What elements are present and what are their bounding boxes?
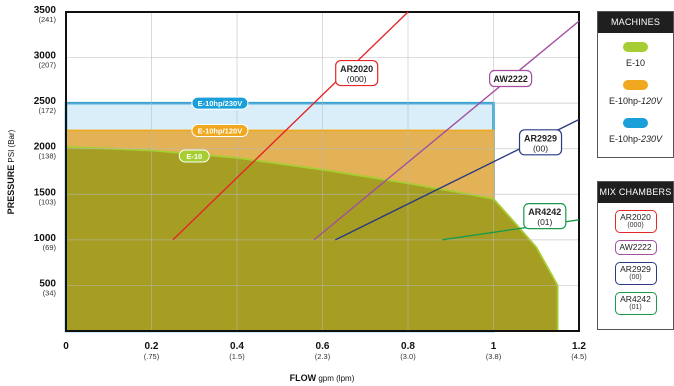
y-tick-sublabel: (69) <box>43 243 57 252</box>
series-label-box <box>489 69 533 88</box>
series-label-box <box>335 59 379 87</box>
series-label-aw2222: AW2222 <box>489 69 533 88</box>
legend-label: E-10hp- <box>608 96 641 106</box>
y-tick-sublabel: (241) <box>38 15 56 24</box>
legend-code: (00) <box>629 274 642 281</box>
machines-legend-item: E-10hp-230V <box>598 118 673 147</box>
y-tick-label: 500 <box>39 278 56 289</box>
series-label-code: (000) <box>347 74 367 84</box>
machine-label-pill <box>191 123 249 137</box>
x-tick-sublabel: (3.8) <box>486 352 502 361</box>
y-tick-label: 3500 <box>34 5 57 16</box>
series-label-ar2020: AR2020(000) <box>335 59 379 87</box>
series-label-code: (00) <box>533 143 548 153</box>
series-label-name: AR2929 <box>524 133 557 143</box>
machines-legend-item: E-10 <box>598 42 673 71</box>
legend-label: AR2929 <box>620 264 651 274</box>
legend-label: AW2222 <box>619 242 652 252</box>
x-tick-label: 0.6 <box>316 341 330 352</box>
y-tick-label: 1500 <box>34 187 57 198</box>
x-axis-label: FLOW <box>290 373 317 383</box>
series-label-name: AR4242 <box>528 207 561 217</box>
pressure-flow-chart: AR2020(000) AW2222 AR2929(00) AR4242(01) E-1… <box>6 5 587 383</box>
machine-label-pill <box>178 149 210 163</box>
x-tick-label: 1.2 <box>572 341 586 352</box>
legend-swatch <box>623 118 648 128</box>
y-tick-sublabel: (138) <box>38 152 56 161</box>
y-axis-label: PRESSURE <box>6 165 16 215</box>
series-line-ar2020 <box>172 11 409 241</box>
x-tick-sublabel: (2.3) <box>315 352 331 361</box>
y-tick-sublabel: (103) <box>38 197 56 206</box>
legend-label: E-10hp- <box>608 134 641 144</box>
x-tick-label: 0.8 <box>401 341 415 352</box>
plot-frame <box>65 11 580 332</box>
y-axis-title: PRESSURE PSI (Bar) <box>6 129 16 214</box>
legend-code: (01) <box>629 304 642 311</box>
x-axis-title: FLOW gpm (lpm) <box>290 373 355 383</box>
series-label-box <box>518 129 563 156</box>
mix-chamber-legend-item: AR2020 (000) <box>614 210 657 233</box>
mix-chamber-legend-item: AR2929 (00) <box>614 262 657 285</box>
mix-chambers-legend: MIX CHAMBERS AR2020 (000) AW2222 AR2929 (00)… <box>597 181 674 330</box>
machine-label-text: E-10 <box>186 152 202 161</box>
legend-code: (000) <box>627 222 644 229</box>
y-axis-unit: PSI (Bar) <box>7 129 16 164</box>
x-tick-sublabel: (.75) <box>144 352 160 361</box>
y-tick-sublabel: (34) <box>43 288 57 297</box>
machines-legend: MACHINES E-10 E-10hp-120V E-10hp-230V <box>597 11 674 158</box>
legend-label: E-10 <box>625 58 645 68</box>
y-tick-label: 1000 <box>34 233 57 244</box>
machine-label-e-10: E-10 <box>178 149 210 163</box>
x-axis-unit: gpm (lpm) <box>316 374 355 383</box>
legend-label: AR4242 <box>620 294 651 304</box>
machine-label-pill <box>191 96 249 110</box>
series-label-ar2929: AR2929(00) <box>518 129 563 156</box>
y-tick-sublabel: (207) <box>38 61 56 70</box>
mix-chamber-legend-item: AW2222 <box>614 240 657 255</box>
legend-label-suffix: 120V <box>641 96 663 106</box>
x-tick-label: 1 <box>491 341 497 352</box>
mix-chambers-legend-title: MIX CHAMBERS <box>598 182 673 203</box>
y-tick-sublabel: (172) <box>38 106 56 115</box>
series-label-code: (01) <box>537 217 552 227</box>
machines-legend-item: E-10hp-120V <box>598 80 673 109</box>
x-tick-label: 0 <box>63 341 69 352</box>
machines-legend-title: MACHINES <box>598 12 673 33</box>
y-tick-label: 2500 <box>34 96 57 107</box>
legend-label-suffix: 230V <box>641 134 663 144</box>
series-label-ar4242: AR4242(01) <box>523 203 567 230</box>
series-line-aw2222 <box>313 20 580 241</box>
x-tick-sublabel: (1.5) <box>229 352 245 361</box>
machine-label-text: E-10hp/230V <box>198 99 243 108</box>
x-tick-sublabel: (4.5) <box>571 352 587 361</box>
series-label-name: AR2020 <box>340 64 373 74</box>
legend-swatch <box>623 42 648 52</box>
machine-label-e-10hp-120v: E-10hp/120V <box>191 123 249 137</box>
series-label-name: AW2222 <box>493 74 528 84</box>
y-tick-label: 2000 <box>34 142 57 153</box>
x-tick-label: 0.2 <box>145 341 159 352</box>
mix-chamber-legend-item: AR4242 (01) <box>614 292 657 315</box>
legend-swatch <box>623 80 648 90</box>
series-label-box <box>523 203 567 230</box>
legend-label: AR2020 <box>620 212 651 222</box>
y-tick-label: 3000 <box>34 51 57 62</box>
x-tick-sublabel: (3.0) <box>400 352 416 361</box>
x-tick-label: 0.4 <box>230 341 244 352</box>
machine-label-text: E-10hp/120V <box>198 126 243 135</box>
machine-label-e-10hp-230v: E-10hp/230V <box>191 96 249 110</box>
